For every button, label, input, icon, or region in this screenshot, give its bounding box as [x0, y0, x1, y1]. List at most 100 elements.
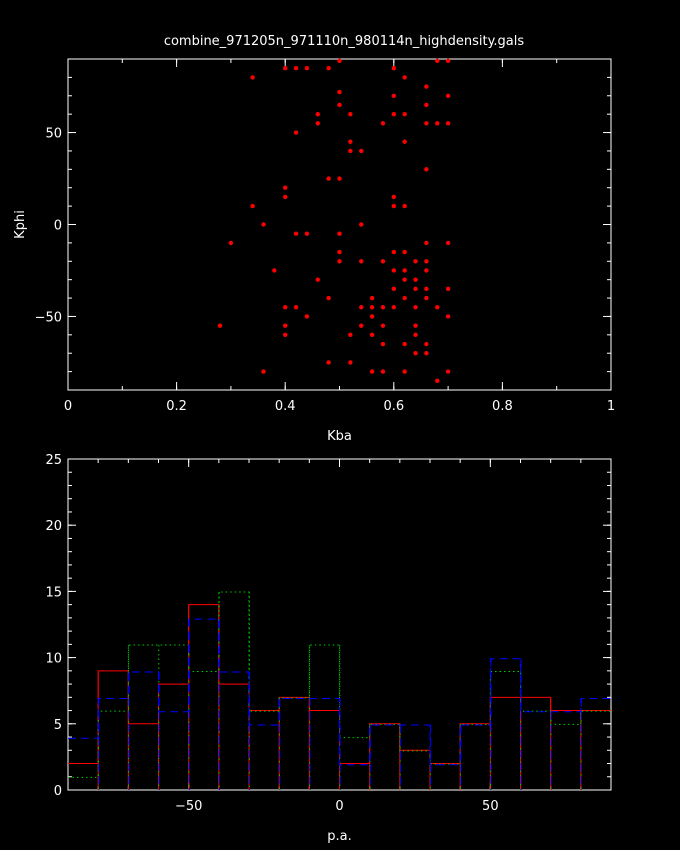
scatter-point [413, 277, 418, 282]
scatter-point [402, 268, 407, 273]
scatter-point [391, 65, 396, 71]
scatter-point [424, 286, 429, 292]
scatter-point [326, 176, 331, 181]
scatter-point [272, 268, 277, 273]
scatter-point [424, 268, 429, 273]
scatter-point [424, 341, 429, 347]
scatter-point [348, 148, 353, 154]
y-tick-label: 15 [45, 585, 62, 600]
scatter-point [337, 102, 342, 108]
scatter-point [380, 305, 386, 310]
scatter-point [435, 305, 440, 310]
scatter-point [261, 369, 266, 374]
scatter-point [369, 369, 375, 374]
scatter-point [435, 121, 440, 126]
scatter-point [391, 268, 396, 273]
scatter-point [424, 351, 429, 356]
scatter-point [413, 351, 418, 356]
scatter-point [424, 259, 429, 264]
scatter-point [337, 89, 342, 95]
scatter-point [283, 323, 288, 328]
scatter-point [217, 323, 223, 328]
x-tick-label: 50 [482, 799, 499, 814]
scatter-point [413, 286, 418, 292]
scatter-point [413, 332, 418, 338]
x-tick-label: 0.2 [166, 399, 187, 414]
scatter-point [402, 369, 407, 374]
scatter-point [304, 65, 310, 71]
scatter-point [337, 249, 342, 255]
y-tick-label: 20 [45, 519, 62, 534]
scatter-point [380, 121, 386, 126]
y-tick-label: 10 [45, 652, 62, 667]
scatter-point [283, 305, 288, 310]
scatter-point [380, 341, 386, 347]
scatter-point [326, 295, 331, 301]
scatter-point [435, 58, 440, 64]
scatter-point [283, 65, 288, 71]
scatter-point [369, 295, 375, 301]
scatter-point [445, 58, 451, 64]
scatter-point [402, 295, 407, 301]
scatter-point [283, 185, 288, 190]
scatter-point [348, 332, 353, 338]
scatter-point [304, 314, 310, 319]
y-tick-label: 25 [45, 453, 62, 468]
scatter-point [391, 111, 396, 117]
scatter-point [369, 314, 375, 319]
scatter-point [424, 121, 429, 126]
scatter-point [359, 305, 364, 310]
scatter-point [424, 84, 429, 89]
y-tick-label: −50 [35, 310, 62, 325]
scatter-point [380, 259, 386, 264]
scatter-point [435, 378, 440, 384]
scatter-point [391, 203, 396, 209]
scatter-point [402, 249, 407, 255]
scatter-point [250, 203, 255, 209]
x-tick-label: 0.8 [492, 399, 513, 414]
figure-title: combine_971205n_971110n_980114n_highdens… [164, 34, 525, 49]
plot-frame [67, 58, 612, 391]
scatter-point [402, 203, 407, 209]
scatter-point [348, 111, 353, 117]
scatter-point [293, 305, 299, 310]
scatter-point [402, 341, 407, 347]
y-tick-label: 0 [54, 219, 62, 234]
histogram-panel: −50 0 50 0 5 10 15 20 25 p.a. [45, 453, 612, 844]
x-axis-label: p.a. [327, 829, 351, 844]
scatter-point [445, 286, 451, 292]
scatter-point [315, 111, 320, 117]
scatter-point [413, 259, 418, 264]
scatter-point [402, 277, 407, 282]
scatter-point [391, 194, 396, 200]
scatter-point [424, 167, 429, 172]
scatter-point [424, 295, 429, 301]
scatter-point [369, 305, 375, 310]
scatter-point [424, 240, 429, 246]
scatter-point [337, 176, 342, 181]
scatter-point [293, 65, 299, 71]
scatter-point [445, 314, 451, 319]
scatter-point [424, 102, 429, 108]
scatter-point [402, 139, 407, 144]
scatter-point [326, 65, 331, 71]
x-axis-label: Kba [327, 429, 352, 444]
scatter-point [261, 222, 266, 227]
scatter-point [293, 130, 299, 135]
scatter-point [315, 121, 320, 126]
scatter-point [391, 249, 396, 255]
scatter-point [391, 93, 396, 98]
scatter-point [391, 286, 396, 292]
scatter-point [445, 369, 451, 374]
x-tick-label: 0 [335, 799, 343, 814]
y-tick-label: 0 [54, 784, 62, 799]
scatter-point [359, 148, 364, 154]
x-tick-label: 1 [607, 399, 615, 414]
scatter-point [402, 111, 407, 117]
scatter-point [315, 277, 320, 282]
scatter-point [391, 305, 396, 310]
scatter-point [283, 194, 288, 200]
scatter-point [293, 231, 299, 236]
scatter-point [413, 323, 418, 328]
